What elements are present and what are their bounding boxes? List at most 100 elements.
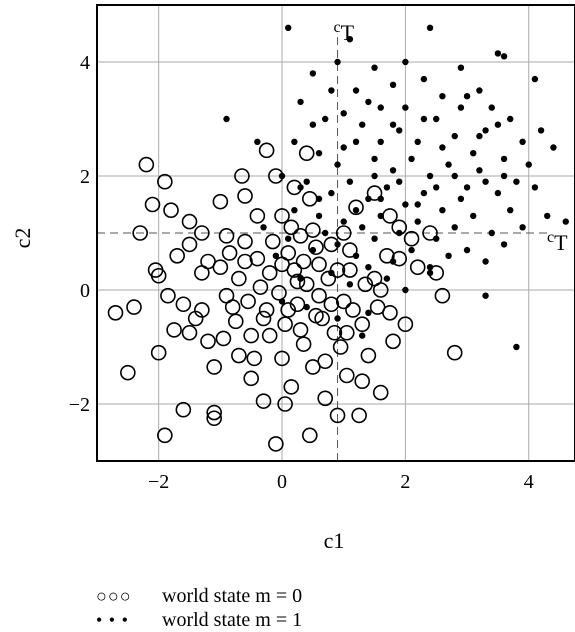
- point-m1-33: [414, 138, 421, 145]
- open-circle-icon: ○○○: [96, 586, 132, 606]
- point-m0-74: [311, 287, 327, 304]
- point-m1-26: [525, 161, 532, 168]
- point-m1-13: [309, 70, 317, 77]
- point-m1-125: [500, 172, 508, 180]
- point-m0-72: [292, 322, 309, 338]
- point-m1-45: [352, 138, 360, 145]
- point-m1-83: [352, 252, 360, 259]
- point-m0-53: [379, 248, 395, 264]
- legend-item-m1: • • • world state m = 1: [96, 609, 302, 632]
- legend-item-m0: ○○○ world state m = 0: [96, 585, 302, 608]
- point-m1-21: [457, 64, 465, 71]
- point-m1-23: [488, 104, 495, 111]
- point-m1-100: [359, 332, 366, 339]
- point-m1-17: [389, 81, 397, 89]
- point-m1-111: [389, 121, 397, 128]
- point-m0-70: [274, 350, 290, 367]
- point-m1-63: [420, 189, 428, 197]
- point-m1-109: [537, 127, 545, 134]
- point-m1-40: [531, 184, 539, 191]
- point-m1-55: [519, 224, 526, 231]
- legend-label-m0: world state m = 0: [162, 585, 303, 607]
- series-m0: [107, 142, 463, 452]
- point-m1-28: [322, 115, 329, 123]
- point-m1-85: [389, 258, 397, 265]
- point-m0-58: [434, 287, 451, 304]
- point-m0-36: [295, 336, 312, 352]
- point-m0-87: [351, 407, 367, 424]
- point-m1-87: [426, 269, 434, 277]
- scatter-chart: −2 0 2 4 −2 0 2 4 cT cT c1 c2: [10, 4, 575, 553]
- point-m0-46: [338, 367, 355, 384]
- point-m0-41: [311, 256, 327, 273]
- x-tick-label: −2: [148, 471, 169, 493]
- point-m0-18: [218, 228, 235, 244]
- point-m1-95: [260, 224, 267, 231]
- point-m0-67: [249, 208, 266, 224]
- point-m1-72: [359, 224, 366, 231]
- point-m1-113: [309, 121, 317, 128]
- point-m1-60: [365, 195, 372, 202]
- point-m1-48: [408, 155, 415, 163]
- point-m0-66: [237, 253, 253, 270]
- point-m0-124: [163, 202, 179, 218]
- point-m1-42: [291, 138, 298, 145]
- point-m0-100: [157, 173, 173, 190]
- point-m1-118: [433, 184, 440, 191]
- point-m0-1: [120, 364, 136, 381]
- point-m1-81: [309, 246, 317, 254]
- point-m1-20: [439, 93, 446, 100]
- x-tick-label: 0: [277, 471, 287, 493]
- point-m0-85: [305, 359, 321, 375]
- point-m1-37: [482, 127, 489, 134]
- point-m0-73: [301, 191, 318, 207]
- point-m0-79: [357, 276, 374, 293]
- point-m0-82: [212, 193, 229, 210]
- point-m1-34: [433, 115, 440, 123]
- point-m1-58: [328, 189, 335, 197]
- point-m1-103: [457, 104, 465, 111]
- point-m1-56: [278, 172, 286, 180]
- point-m1-35: [451, 132, 458, 140]
- point-m0-38: [301, 427, 318, 444]
- point-m0-32: [283, 379, 300, 395]
- point-m0-62: [181, 324, 198, 341]
- point-m1-99: [334, 315, 341, 322]
- point-m0-115: [308, 239, 324, 256]
- point-m1-119: [482, 178, 489, 185]
- point-m0-22: [243, 327, 259, 344]
- point-m1-15: [352, 87, 360, 94]
- point-m1-39: [513, 178, 520, 185]
- point-m1-27: [297, 98, 304, 106]
- point-m0-34: [289, 296, 306, 313]
- point-m0-61: [169, 248, 185, 264]
- point-m1-4: [531, 75, 539, 83]
- point-m0-13: [200, 333, 216, 350]
- point-m1-49: [426, 172, 434, 180]
- threshold-label-horizontal: cT: [547, 229, 568, 255]
- plot-frame: [96, 4, 575, 462]
- point-m0-108: [277, 396, 293, 412]
- point-m0-99: [227, 313, 244, 330]
- point-m1-98: [303, 303, 310, 311]
- point-m1-82: [334, 241, 341, 248]
- point-m0-50: [360, 347, 377, 364]
- point-m1-105: [402, 58, 409, 66]
- point-m0-111: [246, 350, 263, 367]
- point-m1-54: [507, 207, 514, 214]
- point-m1-25: [519, 138, 526, 145]
- point-m1-61: [383, 184, 391, 191]
- point-m1-71: [340, 218, 347, 225]
- point-m1-6: [562, 218, 569, 225]
- point-m1-86: [408, 246, 415, 254]
- point-m0-52: [372, 384, 389, 401]
- point-m1-76: [433, 235, 440, 242]
- grid-lines: [97, 5, 575, 461]
- point-m1-3: [500, 53, 508, 60]
- point-m1-0: [285, 24, 292, 31]
- point-m1-68: [500, 241, 508, 248]
- point-m1-89: [297, 275, 304, 282]
- point-m1-43: [315, 150, 323, 157]
- point-m1-31: [377, 104, 384, 111]
- point-m0-98: [342, 242, 358, 258]
